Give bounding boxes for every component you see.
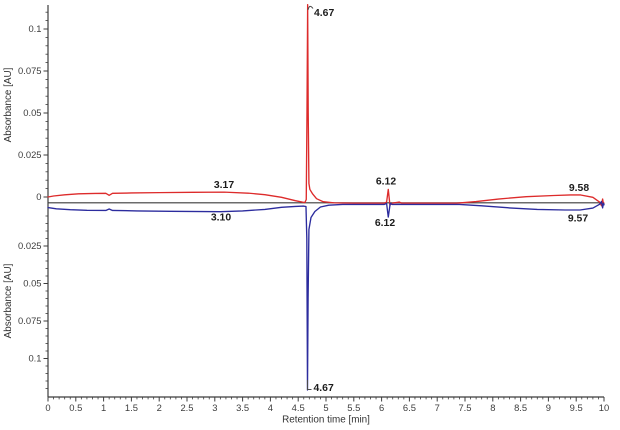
channel-a-red-trace xyxy=(47,3,605,207)
peak-retention-time-label: 4.67 xyxy=(314,8,334,19)
y-tick-label-top: 0.075 xyxy=(18,65,41,76)
x-tick-label: 4.5 xyxy=(292,402,305,413)
x-tick-label: 3 xyxy=(212,402,217,413)
y-tick-label-bottom: 0.1 xyxy=(28,353,41,364)
peak-retention-time-label: 6.12 xyxy=(376,177,396,188)
peak-label-leader xyxy=(307,380,312,390)
y-tick-label-bottom: 0.075 xyxy=(18,315,41,326)
y-tick-label-top: 0 xyxy=(36,191,41,202)
x-tick-label: 8.5 xyxy=(514,402,527,413)
y-tick-label-top: 0.025 xyxy=(18,149,41,160)
y-tick-label-bottom: 0.025 xyxy=(18,240,41,251)
y-axis-title-top: Absorbance [AU] xyxy=(3,67,14,142)
x-tick-label: 6 xyxy=(379,402,384,413)
y-tick-label-bottom: 0.05 xyxy=(23,278,41,289)
chart-generated-layer: 0 0.5 1 1.5 2 2.5 3 3.5 4 4.5 5 5.5 6 6.5 7 7.5 8 8.5 9 9.5… xyxy=(18,3,609,413)
x-tick-label: 5.5 xyxy=(347,402,360,413)
peak-retention-time-label: 9.58 xyxy=(569,183,589,194)
x-tick-label: 9 xyxy=(546,402,551,413)
y-axis-title-bottom: Absorbance [AU] xyxy=(3,263,14,338)
x-tick-label: 9.5 xyxy=(570,402,583,413)
x-tick-label: 4 xyxy=(268,402,273,413)
x-tick-label: 0.5 xyxy=(69,402,82,413)
y-tick-label-top: 0.05 xyxy=(23,107,41,118)
x-tick-label: 2.5 xyxy=(180,402,193,413)
peak-retention-time-label: 9.57 xyxy=(568,214,588,225)
x-tick-label: 2 xyxy=(157,402,162,413)
peak-retention-time-label: 3.17 xyxy=(214,180,234,191)
x-tick-label: 1.5 xyxy=(125,402,138,413)
peak-retention-time-label: 6.12 xyxy=(375,218,395,229)
x-axis-title: Retention time [min] xyxy=(282,415,370,426)
x-tick-label: 8 xyxy=(490,402,495,413)
peak-retention-time-label: 3.10 xyxy=(211,213,231,224)
peak-retention-time-label: 4.67 xyxy=(314,383,334,394)
x-tick-label: 10 xyxy=(599,402,609,413)
x-tick-label: 1 xyxy=(101,402,106,413)
peak-label-leader xyxy=(307,5,314,11)
x-tick-label: 0 xyxy=(45,402,50,413)
channel-b-blue-trace xyxy=(47,200,605,391)
x-tick-label: 3.5 xyxy=(236,402,249,413)
x-tick-label: 5 xyxy=(323,402,328,413)
x-tick-label: 7 xyxy=(435,402,440,413)
x-tick-label: 6.5 xyxy=(403,402,416,413)
x-tick-label: 7.5 xyxy=(458,402,471,413)
y-tick-label-top: 0.1 xyxy=(28,23,41,34)
